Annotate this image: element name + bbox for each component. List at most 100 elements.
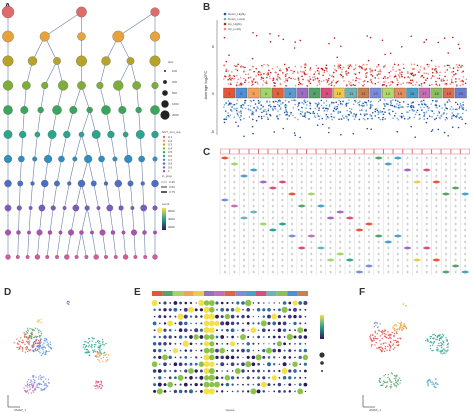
umap-point [85,345,87,347]
dotplot-dot [257,329,260,331]
up-point [345,83,348,86]
prop-legend-label: 0.50 [169,185,175,189]
up-point [389,52,392,55]
dotplot-dot [252,322,255,325]
violin-shape [365,222,374,226]
umap-point [43,387,46,389]
up-point [451,71,453,73]
umap-point [432,334,434,336]
tree-edge [27,232,30,258]
dotplot-dot [293,321,297,326]
up-point [267,72,269,74]
dotplot-dot [179,343,182,345]
up-point [294,84,297,87]
down-point [255,119,258,122]
umap-point [404,305,407,307]
up-point [354,64,357,66]
violin-column-header [297,148,307,155]
tree-node [113,255,118,259]
up-point [313,73,315,76]
umap-point [393,334,395,337]
up-point [384,53,386,56]
down-point [340,134,342,136]
dotplot-dot [288,369,292,373]
violin-plot [219,148,470,275]
dotplot-dot [151,361,158,368]
down-point [237,115,240,117]
umap-point [95,380,97,382]
dotplot-dot [273,302,275,304]
res-legend-dot [162,139,166,142]
umap-point [35,376,37,378]
dotplot-dot [208,320,215,327]
violin-shape [367,168,371,172]
umap-point [93,337,95,340]
umap-point [26,350,29,353]
violin-shape [319,270,323,274]
up-point [427,73,430,75]
up-point [387,77,389,79]
up-point [344,72,347,74]
umap-point [97,381,100,384]
umap-point [45,353,47,355]
up-point [359,78,361,80]
dotplot-dot [220,362,225,367]
up-point [366,72,368,74]
tree-node [153,230,157,235]
down-point [440,114,443,117]
violin-shape [339,186,342,190]
down-point [326,110,328,112]
umap-point [98,348,100,350]
violin-shape [290,270,294,274]
down-point [352,132,355,135]
umap-point [101,385,104,387]
down-point [272,101,275,103]
violin-shape [406,270,409,274]
umap-point [39,343,41,345]
cluster-box [430,87,443,99]
umap-point [436,336,438,338]
violin-column-header [306,148,317,155]
dotplot-dot [209,307,215,313]
dotplot-dot [159,363,161,365]
umap-point [100,383,102,386]
cluster-box [333,87,345,99]
violin-shape [387,216,390,220]
umap-point [26,383,29,385]
up-point [423,68,426,70]
up-point [250,80,253,82]
up-point [235,65,237,68]
tree-node [96,206,101,210]
violin-shape [319,180,323,184]
tree-edge [60,207,65,233]
violin-shape [300,156,303,160]
violin-shape [454,156,457,160]
up-point [451,76,454,78]
violin-shape [223,204,226,208]
down-point [459,102,462,105]
down-point [337,112,340,114]
umap-point [446,351,448,353]
down-point [283,111,286,114]
dotplot-dot [283,342,287,346]
up-point [456,84,458,87]
dotplot-dot [163,322,167,325]
violin-shape [233,156,236,160]
down-point [379,99,382,101]
dotplot-dot [236,322,240,325]
down-point [271,107,274,110]
tree-node [151,82,159,90]
violin-shape [281,264,284,268]
cluster-label: 3 [252,91,255,96]
umap-point [47,378,50,381]
tree-node [76,55,87,67]
umap-point [40,389,42,391]
up-point [427,65,430,68]
up-point [269,77,271,80]
umap-point [447,342,449,345]
tree-edge [93,183,99,209]
tree-node [91,130,101,139]
size-legend-label: 500 [172,91,177,95]
violin-column-header [220,148,230,155]
up-point [242,66,244,68]
